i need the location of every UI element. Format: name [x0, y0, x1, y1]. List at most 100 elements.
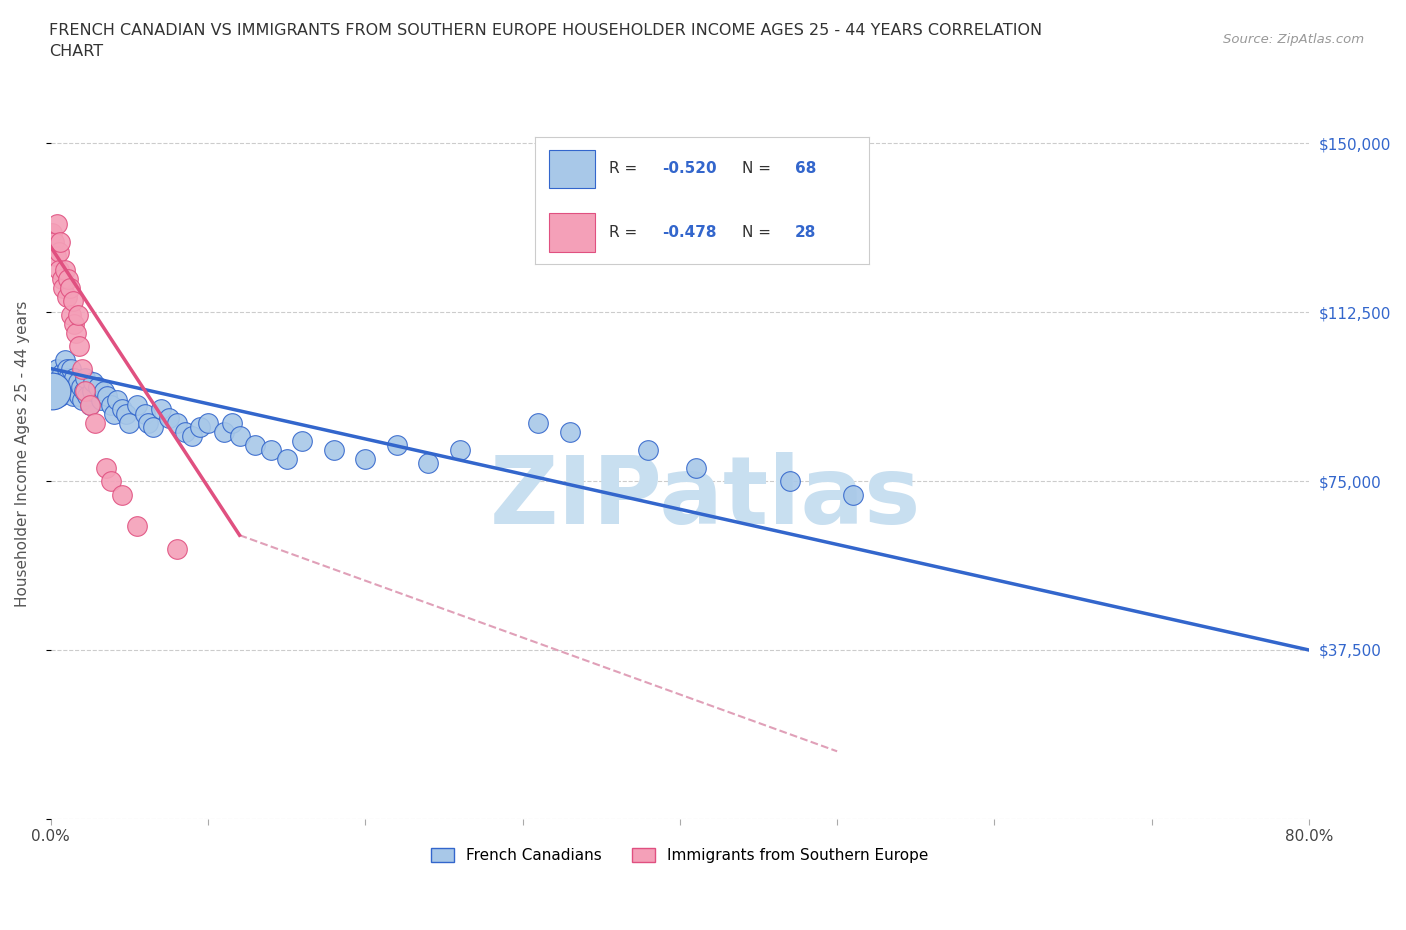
- Point: [65, 384, 87, 399]
- Point: [72, 392, 94, 407]
- Point: [100, 397, 122, 412]
- Point: [63, 370, 86, 385]
- Point: [52, 280, 75, 295]
- Text: ZIPatlas: ZIPatlas: [489, 452, 921, 544]
- Point: [53, 262, 76, 277]
- Point: [188, 419, 211, 434]
- Point: [45, 248, 67, 263]
- Point: [276, 451, 298, 466]
- Point: [527, 415, 550, 430]
- Point: [558, 424, 581, 439]
- Point: [41, 226, 63, 241]
- Point: [245, 438, 267, 453]
- Point: [322, 442, 344, 457]
- Point: [228, 429, 250, 444]
- Point: [105, 392, 128, 407]
- Point: [166, 541, 188, 556]
- Point: [173, 424, 195, 439]
- Point: [75, 384, 97, 399]
- Point: [260, 442, 283, 457]
- Point: [66, 375, 89, 390]
- Point: [66, 307, 89, 322]
- Point: [51, 375, 73, 390]
- Point: [53, 352, 76, 367]
- Point: [51, 271, 73, 286]
- Point: [127, 519, 149, 534]
- Point: [60, 307, 83, 322]
- Point: [138, 415, 160, 430]
- Point: [93, 384, 115, 399]
- Point: [418, 456, 440, 471]
- Point: [103, 406, 125, 421]
- Point: [779, 473, 801, 488]
- Text: Source: ZipAtlas.com: Source: ZipAtlas.com: [1223, 33, 1364, 46]
- Point: [75, 370, 97, 385]
- Point: [41, 384, 63, 399]
- Point: [134, 406, 156, 421]
- Point: [42, 235, 65, 250]
- Point: [149, 402, 172, 417]
- Point: [62, 294, 84, 309]
- Point: [56, 271, 79, 286]
- Point: [48, 262, 70, 277]
- Point: [65, 326, 87, 340]
- Point: [94, 460, 117, 475]
- Point: [449, 442, 471, 457]
- Point: [96, 388, 118, 403]
- Point: [72, 361, 94, 376]
- Point: [67, 388, 90, 403]
- Point: [80, 384, 103, 399]
- Point: [62, 388, 84, 403]
- Point: [127, 397, 149, 412]
- Point: [45, 370, 67, 385]
- Point: [59, 280, 82, 295]
- Point: [142, 419, 165, 434]
- Point: [76, 388, 98, 403]
- Point: [59, 379, 82, 394]
- Point: [55, 289, 77, 304]
- Point: [41, 384, 63, 399]
- Point: [212, 424, 235, 439]
- Point: [110, 402, 132, 417]
- Point: [87, 379, 110, 394]
- Point: [221, 415, 243, 430]
- Point: [181, 429, 204, 444]
- Point: [83, 415, 105, 430]
- Point: [69, 379, 91, 394]
- Point: [157, 411, 180, 426]
- Point: [637, 442, 659, 457]
- Point: [166, 415, 188, 430]
- Point: [685, 460, 707, 475]
- Point: [100, 473, 122, 488]
- Point: [48, 379, 70, 394]
- Point: [46, 361, 69, 376]
- Point: [197, 415, 219, 430]
- Point: [56, 370, 79, 385]
- Point: [90, 392, 112, 407]
- Point: [118, 415, 141, 430]
- Point: [110, 487, 132, 502]
- Point: [63, 316, 86, 331]
- Point: [55, 361, 77, 376]
- Point: [49, 388, 72, 403]
- Point: [79, 397, 101, 412]
- Point: [46, 217, 69, 232]
- Point: [63, 379, 86, 394]
- Point: [55, 375, 77, 390]
- Y-axis label: Householder Income Ages 25 - 44 years: Householder Income Ages 25 - 44 years: [15, 301, 30, 607]
- Point: [385, 438, 408, 453]
- Point: [73, 384, 96, 399]
- Point: [82, 375, 104, 390]
- Point: [354, 451, 377, 466]
- Point: [842, 487, 865, 502]
- Point: [67, 339, 90, 353]
- Point: [115, 406, 138, 421]
- Point: [49, 235, 72, 250]
- Point: [48, 244, 70, 259]
- Point: [60, 361, 83, 376]
- Point: [42, 375, 65, 390]
- Point: [52, 384, 75, 399]
- Point: [291, 433, 314, 448]
- Point: [79, 397, 101, 412]
- Point: [51, 365, 73, 380]
